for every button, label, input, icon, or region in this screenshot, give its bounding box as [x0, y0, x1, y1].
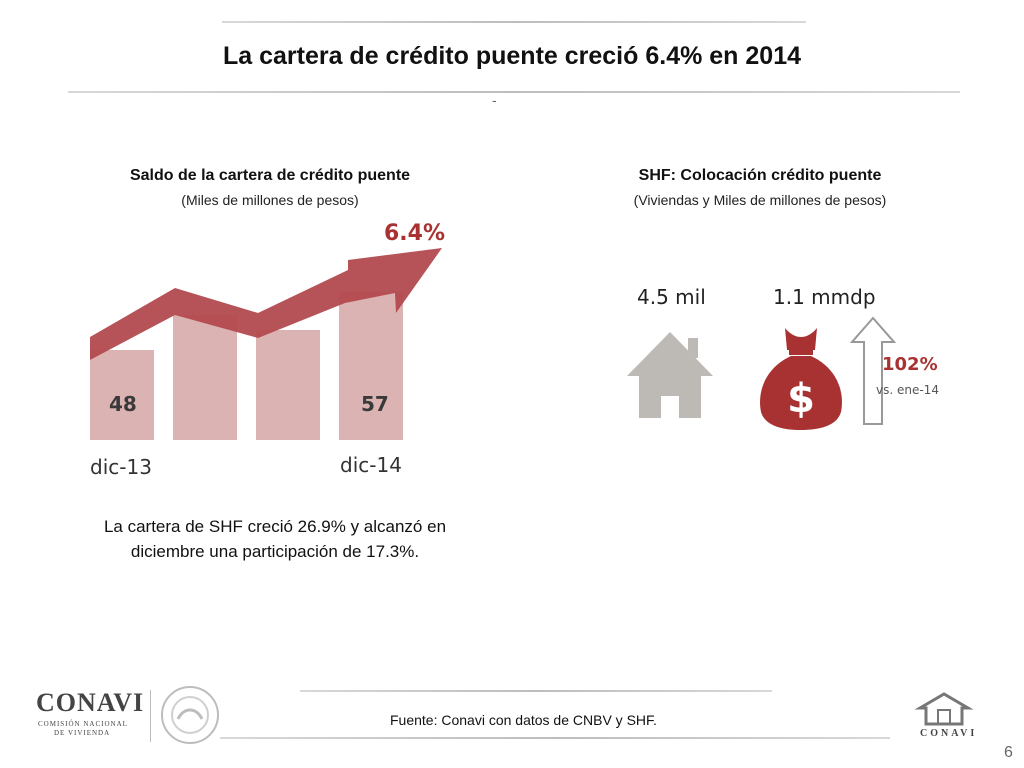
- right-panel-title: SHF: Colocación crédito puente: [638, 167, 882, 184]
- left-panel-title: Saldo de la cartera de crédito puente: [129, 167, 411, 184]
- source-note: Fuente: Conavi con datos de CNBV y SHF.: [390, 712, 657, 728]
- left-panel-subtitle: (Miles de millones de pesos): [181, 192, 359, 208]
- conavi-logo: CONAVI COMISIÓN NACIONAL DE VIVIENDA: [36, 688, 146, 738]
- bar-value-dic-13: 48: [109, 392, 137, 416]
- header-rule-bottom: [68, 91, 960, 93]
- bar-dic-13: [90, 350, 154, 440]
- page-title: La cartera de crédito puente creció 6.4%…: [222, 42, 802, 70]
- page-number: 6: [1004, 744, 1013, 761]
- conavi-logo-name: CONAVI: [36, 688, 145, 717]
- conavi-house-logo-icon: [914, 692, 974, 726]
- house-icon: [627, 332, 713, 418]
- header-rule-top: [222, 21, 806, 23]
- footer-rule-top: [300, 690, 772, 692]
- money-bag-icon: $: [760, 328, 842, 430]
- conavi-logo-sub1: COMISIÓN NACIONAL: [38, 720, 128, 728]
- x-tick-dic-14: dic-14: [340, 453, 402, 477]
- up-arrow-icon: [850, 316, 896, 425]
- growth-label: 6.4%: [384, 221, 446, 246]
- growth-percent: 102%: [882, 354, 938, 375]
- left-note-line1: La cartera de SHF creció 26.9% y alcanzó…: [103, 517, 447, 536]
- growth-arrow-icon: [90, 248, 442, 360]
- houses-value: 4.5 mil: [637, 285, 706, 309]
- bar-2: [173, 315, 237, 440]
- svg-text:$: $: [787, 376, 815, 422]
- bar-chart: 48 57 6.4%: [80, 221, 460, 490]
- bar-value-dic-14: 57: [361, 392, 389, 416]
- bar-dic-14: [339, 292, 403, 440]
- amount-value: 1.1 mmdp: [773, 285, 876, 309]
- x-tick-dic-13: dic-13: [90, 455, 152, 479]
- conavi-logo-sub2: DE VIVIENDA: [54, 729, 111, 737]
- header-dash: -: [492, 92, 497, 108]
- left-note-line2: diciembre una participación de 17.3%.: [130, 542, 420, 561]
- footer-rule-bottom: [220, 737, 890, 739]
- conavi-small-logo-name: CONAVI: [920, 728, 978, 739]
- right-panel-subtitle: (Viviendas y Miles de millones de pesos): [633, 192, 887, 208]
- bar-3: [256, 330, 320, 440]
- growth-reference: vs. ene-14: [876, 383, 939, 397]
- seal-icon: [161, 686, 219, 744]
- logo-divider: [150, 690, 151, 742]
